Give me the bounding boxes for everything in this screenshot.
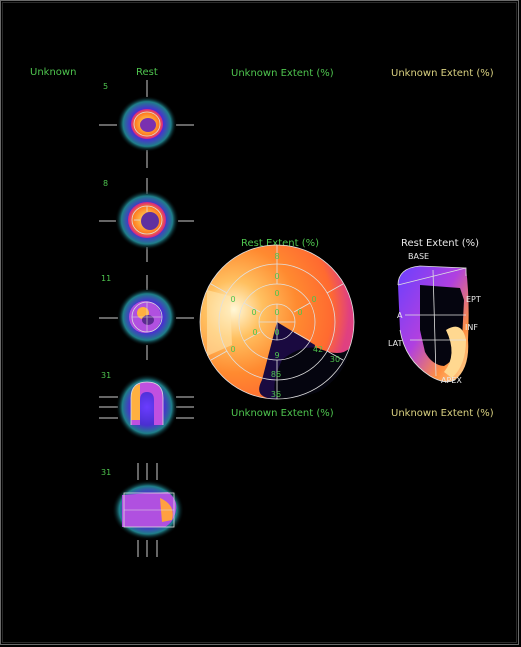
threed-title: Rest Extent (%) [401, 238, 480, 249]
header-rest: Rest [136, 67, 158, 78]
viewer-inner-frame [2, 2, 517, 643]
polar-map-title: Rest Extent (%) [241, 238, 320, 249]
threed-label-a: A [397, 311, 403, 320]
slice-number-5: 31 [101, 468, 112, 477]
polar-seg-12: 9 [274, 351, 279, 360]
threed-label-ept: EPT [466, 295, 481, 304]
polar-seg-13: 42 [313, 345, 323, 354]
header-unknown-extent-1: Unknown Extent (%) [231, 68, 334, 79]
polar-seg-14: 30 [330, 355, 340, 364]
polar-map-bottom-label: Unknown Extent (%) [231, 408, 334, 419]
slice-number-2: 8 [103, 179, 109, 188]
threed-label-base: BASE [408, 252, 429, 261]
slice-image-4 [99, 374, 194, 440]
slice-number-1: 5 [103, 82, 109, 91]
slice-image-5 [112, 463, 184, 557]
polar-seg-4: 0 [274, 308, 279, 317]
polar-seg-15: 86 [271, 370, 281, 379]
slice-image-3 [99, 275, 194, 360]
header-unknown: Unknown [30, 67, 77, 78]
polar-seg-6: 0 [251, 308, 256, 317]
threed-label-apex: APEX [441, 376, 462, 385]
threed-heart-view: BASE EPT INF LAT APEX A [388, 252, 481, 385]
polar-seg-1: 8 [274, 252, 279, 261]
polar-seg-9: 0 [230, 345, 235, 354]
threed-label-lat: LAT [388, 339, 402, 348]
polar-seg-10: 0 [252, 328, 257, 337]
polar-seg-11: 0 [274, 328, 279, 337]
polar-seg-7: 0 [311, 295, 316, 304]
slice-number-4: 31 [101, 371, 112, 380]
threed-bottom-label: Unknown Extent (%) [391, 408, 494, 419]
polar-seg-3: 0 [274, 289, 279, 298]
slice-image-2 [99, 178, 194, 262]
polar-seg-8: 0 [297, 308, 302, 317]
slice-number-3: 11 [101, 274, 112, 283]
polar-map: 8 0 0 0 0 0 0 0 0 0 0 9 42 30 86 36 [199, 244, 355, 400]
polar-seg-2: 0 [274, 272, 279, 281]
header-unknown-extent-2: Unknown Extent (%) [391, 68, 494, 79]
slice-image-1 [99, 80, 194, 168]
polar-seg-5: 0 [230, 295, 235, 304]
polar-seg-16: 36 [271, 390, 281, 399]
threed-label-inf: INF [465, 323, 478, 332]
